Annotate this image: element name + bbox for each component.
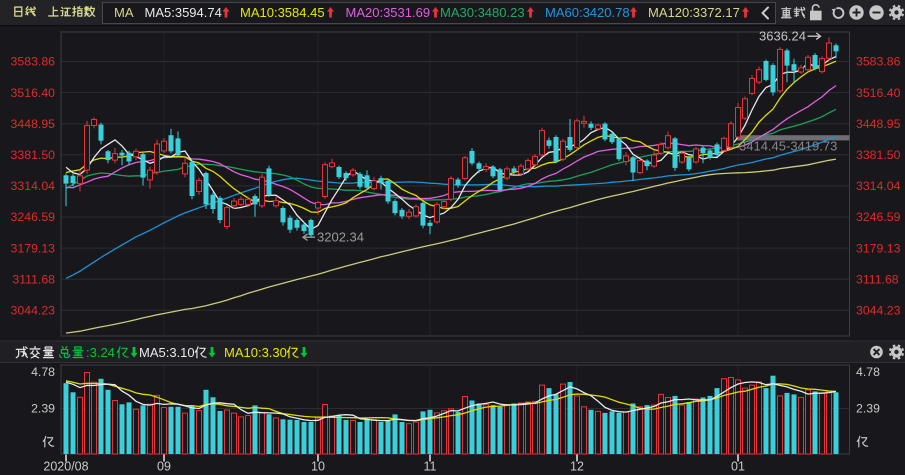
svg-text:3179.13: 3179.13 <box>11 241 56 255</box>
svg-text:01: 01 <box>731 460 745 474</box>
svg-text:MA20:3531.69: MA20:3531.69 <box>346 5 431 20</box>
svg-text:3111.68: 3111.68 <box>12 272 55 286</box>
svg-text:3246.59: 3246.59 <box>11 210 56 224</box>
svg-text:MA10:3584.45: MA10:3584.45 <box>240 5 325 20</box>
svg-text:3314.04: 3314.04 <box>11 179 56 193</box>
svg-text:12: 12 <box>570 460 584 474</box>
svg-text:3414.45-3419.73: 3414.45-3419.73 <box>739 139 837 154</box>
svg-text:09: 09 <box>157 460 171 474</box>
svg-text:MA5:3594.74: MA5:3594.74 <box>145 5 222 20</box>
svg-text:3179.13: 3179.13 <box>856 241 901 255</box>
svg-text:3111.68: 3111.68 <box>856 272 899 286</box>
svg-text:MA120:3372.17: MA120:3372.17 <box>648 5 740 20</box>
svg-text:3583.86: 3583.86 <box>11 55 56 69</box>
svg-text:3516.40: 3516.40 <box>856 86 901 100</box>
svg-text:3448.95: 3448.95 <box>11 117 56 131</box>
svg-text:2.39: 2.39 <box>31 402 55 416</box>
svg-text:3583.86: 3583.86 <box>856 55 901 69</box>
svg-text:MA: MA <box>114 5 134 20</box>
svg-text:2.39: 2.39 <box>856 402 880 416</box>
svg-text:3448.95: 3448.95 <box>856 117 901 131</box>
svg-text::3.24: :3.24 <box>86 345 115 360</box>
svg-text:MA60:3420.78: MA60:3420.78 <box>545 5 630 20</box>
svg-text:3246.59: 3246.59 <box>856 210 901 224</box>
svg-text:4.78: 4.78 <box>856 365 880 379</box>
svg-text:3516.40: 3516.40 <box>11 86 56 100</box>
svg-text:2020/08: 2020/08 <box>43 460 88 474</box>
svg-text:3044.23: 3044.23 <box>11 304 56 318</box>
svg-text:10: 10 <box>311 460 325 474</box>
svg-text:3636.24: 3636.24 <box>759 29 806 44</box>
svg-text:3381.50: 3381.50 <box>856 148 901 162</box>
svg-text:3044.23: 3044.23 <box>856 304 901 318</box>
svg-text:MA10:3.30: MA10:3.30 <box>224 345 287 360</box>
svg-text:11: 11 <box>424 460 437 474</box>
svg-text:MA30:3480.23: MA30:3480.23 <box>440 5 525 20</box>
svg-text:3202.34: 3202.34 <box>317 230 364 245</box>
svg-text:3314.04: 3314.04 <box>856 179 901 193</box>
svg-text:4.78: 4.78 <box>31 365 55 379</box>
svg-text:3381.50: 3381.50 <box>11 148 56 162</box>
svg-text:MA5:3.10: MA5:3.10 <box>139 345 195 360</box>
